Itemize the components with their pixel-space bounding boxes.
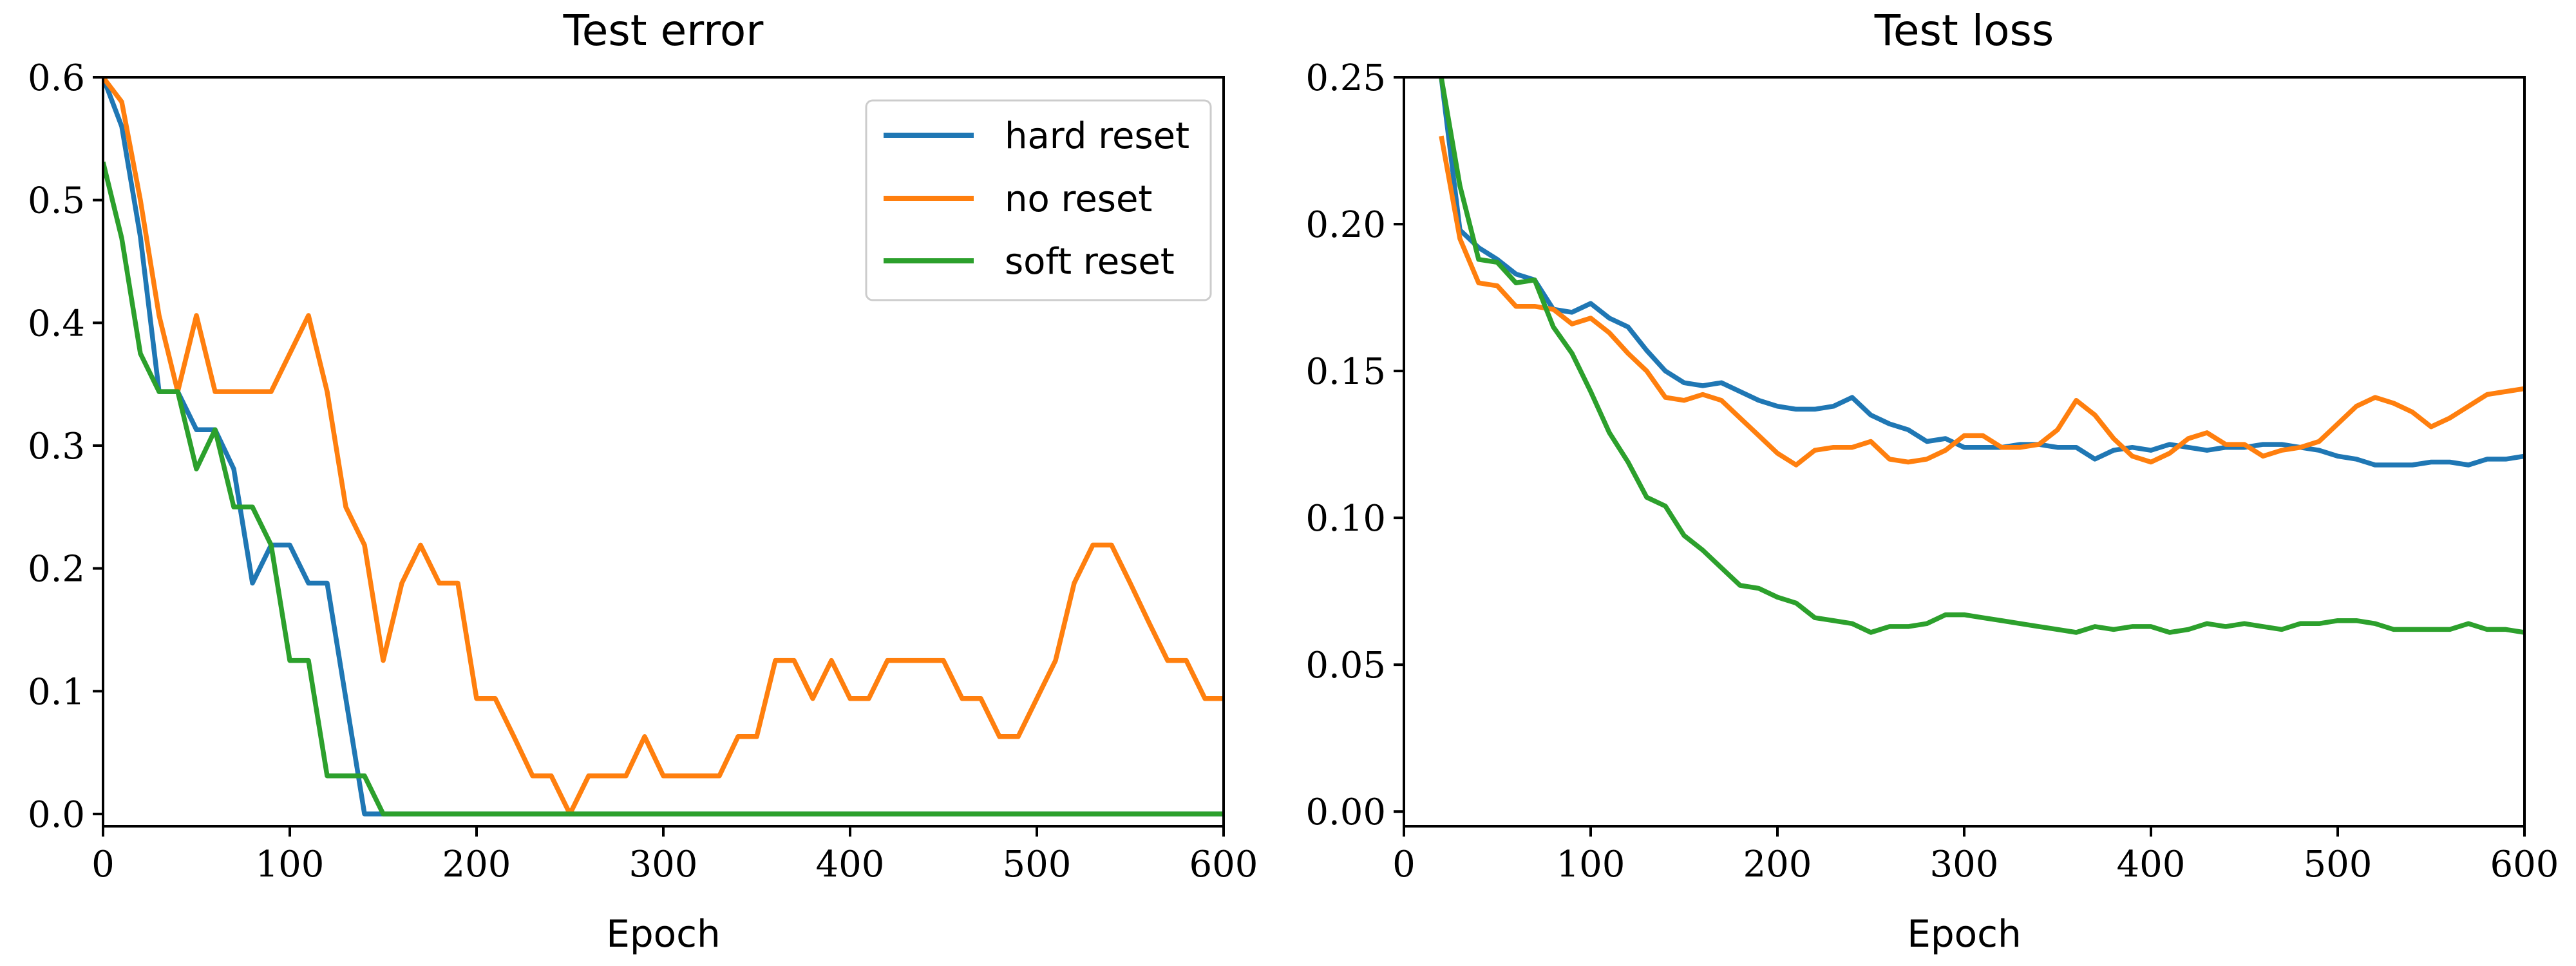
test-error-x-tick-label: 300 [629, 844, 698, 886]
test-error-y-tick-label: 0.1 [28, 671, 85, 713]
test-error-line-no-reset [103, 77, 1224, 817]
test-loss-y-tick-label: 0.00 [1305, 791, 1386, 833]
test-error-y-tick-label: 0.5 [28, 180, 85, 222]
test-loss-panel: Test loss 0 100 200 300 400 500 600 0.00 0.05 0.1… [1305, 6, 2559, 956]
legend-label-hard-reset: hard reset [1005, 115, 1189, 157]
test-loss-title: Test loss [1874, 6, 2054, 55]
test-loss-line-no-reset [1439, 135, 2524, 468]
test-error-line-soft-reset [103, 161, 1224, 817]
test-error-y-tick-label: 0.2 [28, 549, 85, 591]
test-loss-y-tick-label: 0.20 [1305, 204, 1386, 246]
test-loss-x-tick-label: 600 [2490, 844, 2559, 886]
test-error-ticks: 0 100 200 300 400 500 600 0.0 0.1 0.2 0.3 0.4 0.5 0.6 [28, 57, 1258, 886]
test-error-x-tick-label: 0 [91, 844, 115, 886]
test-error-x-axis-label: Epoch [606, 912, 721, 956]
test-error-series [103, 77, 1224, 817]
test-error-axes-frame [102, 76, 1225, 828]
test-loss-series [1439, 77, 2524, 635]
test-loss-x-tick-label: 200 [1743, 844, 1812, 886]
test-loss-line-soft-reset [1439, 77, 2524, 635]
test-error-y-tick-label: 0.4 [28, 303, 85, 345]
test-loss-x-tick-label: 300 [1930, 844, 1999, 886]
test-loss-ticks: 0 100 200 300 400 500 600 0.00 0.05 0.10 0.15 0.20 0… [1305, 57, 2559, 886]
test-loss-x-tick-label: 500 [2304, 844, 2372, 886]
test-error-x-tick-label: 100 [256, 844, 325, 886]
test-error-x-tick-label: 400 [816, 844, 885, 886]
test-loss-x-axis-label: Epoch [1907, 912, 2022, 956]
test-error-panel: Test error 0 100 200 300 400 500 6000.00.10.20… [28, 6, 1258, 956]
test-loss-y-tick-label: 0.15 [1305, 351, 1386, 393]
test-error-title: Test error [563, 6, 764, 55]
test-error-x-tick-label: 600 [1189, 844, 1258, 886]
legend-box [865, 99, 1212, 301]
test-error-y-tick-label: 0.0 [28, 794, 85, 836]
test-loss-x-tick-label: 400 [2117, 844, 2186, 886]
legend-label-soft-reset: soft reset [1005, 241, 1175, 283]
test-error-y-tick-label: 0.6 [28, 57, 85, 99]
test-loss-axes-frame [1403, 76, 2526, 828]
test-loss-x-tick-label: 100 [1557, 844, 1625, 886]
test-error-y-tick-label: 0.3 [28, 426, 85, 468]
test-loss-x-tick-label: 0 [1392, 844, 1416, 886]
test-error-x-tick-label: 200 [442, 844, 511, 886]
test-loss-line-hard-reset [1439, 77, 2524, 468]
legend: hard reset no reset soft reset [865, 99, 1212, 301]
test-loss-y-tick-label: 0.25 [1305, 57, 1386, 99]
test-loss-y-tick-label: 0.05 [1305, 645, 1386, 687]
test-loss-y-tick-label: 0.10 [1305, 498, 1386, 540]
legend-label-no-reset: no reset [1005, 178, 1152, 220]
test-error-x-tick-label: 500 [1003, 844, 1072, 886]
